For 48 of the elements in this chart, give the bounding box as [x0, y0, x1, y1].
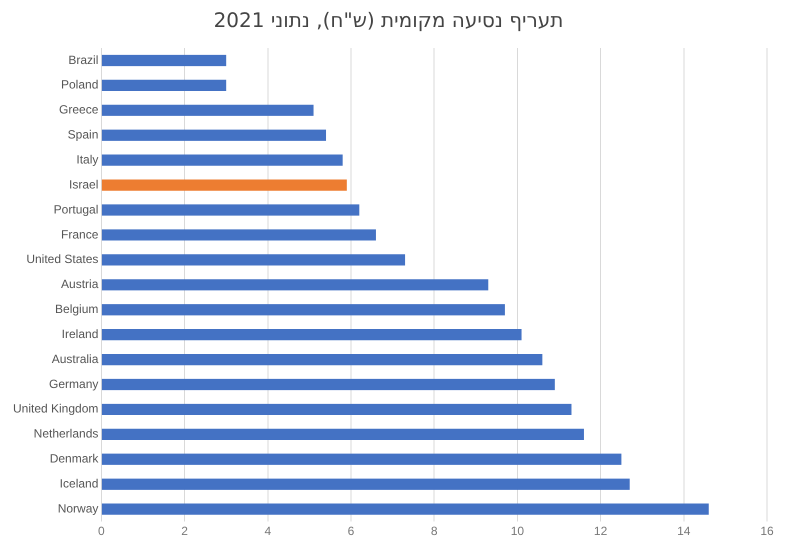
x-tick-label: 16 — [760, 524, 774, 538]
bar — [102, 54, 226, 66]
y-tick-label: Greece — [59, 102, 99, 117]
bar — [102, 454, 622, 465]
y-tick-label: Norway — [58, 501, 98, 516]
x-tick-label: 0 — [98, 524, 106, 538]
bar — [102, 80, 226, 91]
bar — [102, 404, 572, 416]
y-tick-label: Portugal — [54, 202, 98, 216]
x-tick-label: 10 — [510, 524, 524, 538]
y-tick-label: Israel — [69, 177, 98, 192]
x-tick-label: 6 — [348, 524, 355, 538]
chart-title: תעריף נסיעה מקומית (ש"ח), נתוני 2021 — [214, 8, 564, 32]
y-tick-label: United States — [26, 252, 98, 266]
y-tick-label: Poland — [61, 78, 98, 92]
y-tick-label: Iceland — [60, 476, 98, 491]
y-tick-label: Denmark — [50, 452, 100, 466]
bar — [102, 428, 584, 440]
bar — [102, 130, 326, 141]
y-tick-label: Austria — [61, 277, 99, 292]
bar — [102, 279, 488, 290]
y-tick-label: Spain — [68, 128, 98, 142]
bar — [102, 154, 343, 166]
bar — [102, 104, 314, 116]
y-tick-label: Italy — [76, 152, 98, 166]
bar — [102, 504, 709, 515]
y-tick-label: Netherlands — [34, 426, 98, 441]
x-tick-label: 4 — [264, 524, 272, 538]
y-tick-label: Germany — [49, 376, 98, 391]
x-tick-label: 2 — [181, 524, 188, 538]
bar — [102, 229, 376, 241]
bar — [102, 204, 360, 216]
x-tick-label: 14 — [677, 524, 691, 538]
bar — [102, 329, 522, 340]
y-tick-label: France — [61, 227, 99, 242]
bar — [102, 378, 555, 390]
bar — [102, 304, 505, 316]
bar — [102, 179, 347, 191]
x-tick-label: 12 — [594, 524, 608, 538]
bar — [102, 354, 542, 366]
y-tick-label: Australia — [52, 352, 99, 366]
y-tick-label: Ireland — [62, 326, 98, 341]
y-tick-label: Belgium — [55, 302, 98, 316]
y-tick-label: Brazil — [68, 52, 98, 67]
y-tick-label: United Kingdom — [12, 402, 98, 416]
x-tick-label: 8 — [430, 524, 438, 538]
bar — [102, 478, 630, 490]
bar — [102, 254, 406, 266]
